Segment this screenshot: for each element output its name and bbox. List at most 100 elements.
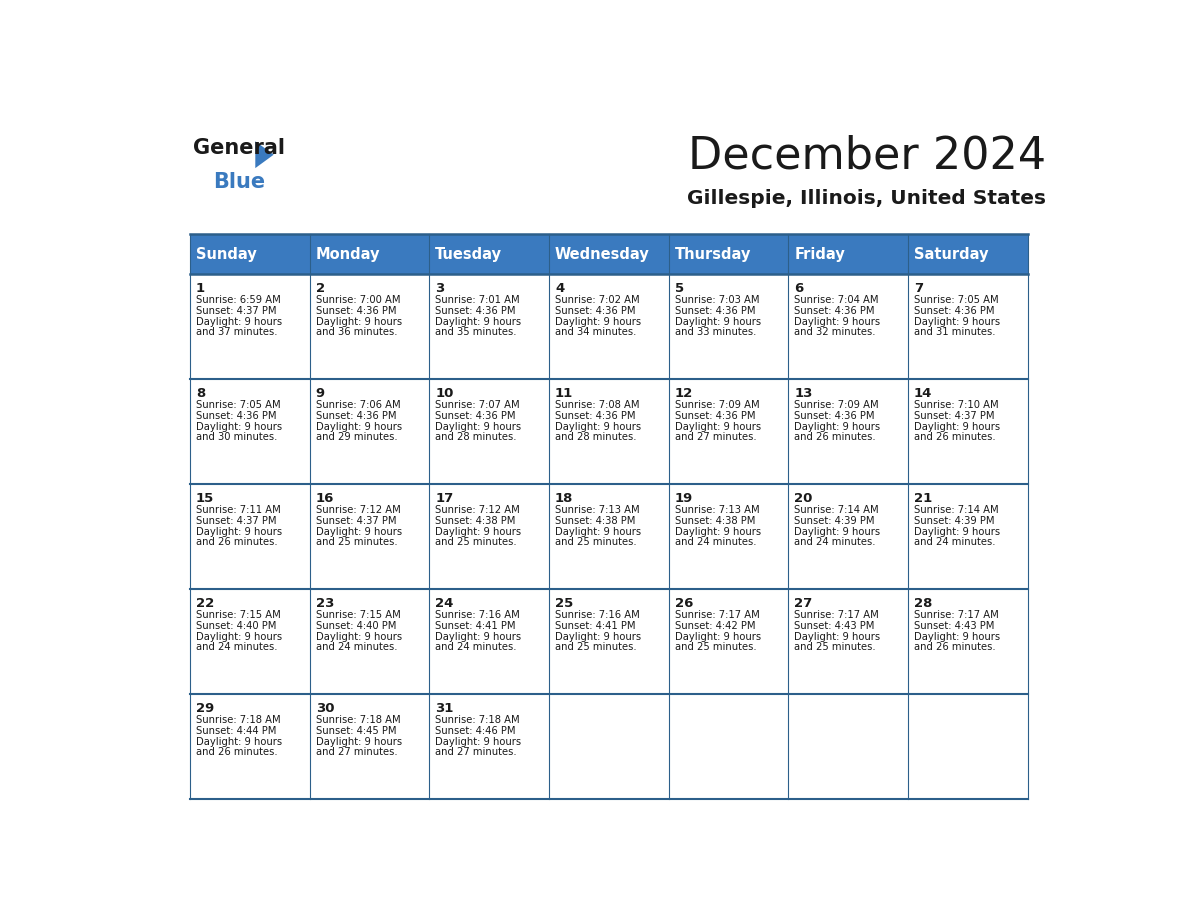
Text: and 25 minutes.: and 25 minutes. — [316, 537, 397, 547]
Bar — [549, 234, 669, 274]
Text: 15: 15 — [196, 491, 214, 505]
Text: and 28 minutes.: and 28 minutes. — [435, 432, 517, 442]
Text: Sunset: 4:42 PM: Sunset: 4:42 PM — [675, 621, 756, 631]
Bar — [429, 274, 549, 379]
Text: Daylight: 9 hours: Daylight: 9 hours — [316, 632, 402, 642]
Text: 29: 29 — [196, 701, 214, 714]
Text: Sunset: 4:37 PM: Sunset: 4:37 PM — [316, 516, 396, 526]
Text: Sunset: 4:41 PM: Sunset: 4:41 PM — [555, 621, 636, 631]
Text: Sunrise: 7:11 AM: Sunrise: 7:11 AM — [196, 505, 280, 515]
Text: 27: 27 — [795, 597, 813, 610]
Text: 19: 19 — [675, 491, 693, 505]
Text: Sunset: 4:41 PM: Sunset: 4:41 PM — [435, 621, 516, 631]
Text: Sunrise: 7:09 AM: Sunrise: 7:09 AM — [795, 399, 879, 409]
Text: Sunset: 4:39 PM: Sunset: 4:39 PM — [795, 516, 874, 526]
Text: 7: 7 — [914, 282, 923, 295]
Bar — [190, 589, 310, 694]
Text: Sunset: 4:36 PM: Sunset: 4:36 PM — [196, 411, 277, 420]
Text: Monday: Monday — [316, 247, 380, 262]
Bar — [310, 694, 429, 800]
Text: 9: 9 — [316, 386, 324, 399]
Text: 28: 28 — [914, 597, 933, 610]
Text: Sunrise: 7:18 AM: Sunrise: 7:18 AM — [435, 715, 520, 725]
Text: Sunset: 4:36 PM: Sunset: 4:36 PM — [316, 306, 396, 316]
Text: Daylight: 9 hours: Daylight: 9 hours — [914, 527, 1000, 537]
Bar — [190, 234, 310, 274]
Bar — [549, 379, 669, 484]
Text: Sunset: 4:43 PM: Sunset: 4:43 PM — [795, 621, 874, 631]
Bar — [429, 484, 549, 589]
Text: and 26 minutes.: and 26 minutes. — [196, 537, 278, 547]
Text: Daylight: 9 hours: Daylight: 9 hours — [795, 422, 880, 431]
Text: Daylight: 9 hours: Daylight: 9 hours — [435, 317, 522, 327]
Text: Sunrise: 7:15 AM: Sunrise: 7:15 AM — [196, 610, 280, 620]
Text: Sunrise: 7:15 AM: Sunrise: 7:15 AM — [316, 610, 400, 620]
Text: Sunset: 4:46 PM: Sunset: 4:46 PM — [435, 726, 516, 736]
Text: Sunset: 4:43 PM: Sunset: 4:43 PM — [914, 621, 994, 631]
Text: and 25 minutes.: and 25 minutes. — [555, 537, 637, 547]
Text: Sunrise: 7:10 AM: Sunrise: 7:10 AM — [914, 399, 999, 409]
Bar — [310, 379, 429, 484]
Text: Sunrise: 7:14 AM: Sunrise: 7:14 AM — [795, 505, 879, 515]
Text: Sunset: 4:38 PM: Sunset: 4:38 PM — [435, 516, 516, 526]
Text: 20: 20 — [795, 491, 813, 505]
Text: and 31 minutes.: and 31 minutes. — [914, 327, 996, 337]
Text: Daylight: 9 hours: Daylight: 9 hours — [555, 527, 642, 537]
Bar — [429, 234, 549, 274]
Text: Sunset: 4:36 PM: Sunset: 4:36 PM — [914, 306, 994, 316]
Text: 16: 16 — [316, 491, 334, 505]
Text: Sunrise: 7:16 AM: Sunrise: 7:16 AM — [555, 610, 640, 620]
Text: Daylight: 9 hours: Daylight: 9 hours — [795, 527, 880, 537]
Bar — [190, 274, 310, 379]
Text: Wednesday: Wednesday — [555, 247, 650, 262]
Text: and 24 minutes.: and 24 minutes. — [914, 537, 996, 547]
Bar — [669, 274, 789, 379]
Bar — [669, 484, 789, 589]
Text: 30: 30 — [316, 701, 334, 714]
Polygon shape — [255, 141, 273, 168]
Text: Tuesday: Tuesday — [435, 247, 503, 262]
Text: December 2024: December 2024 — [688, 135, 1047, 178]
Text: Sunrise: 7:12 AM: Sunrise: 7:12 AM — [316, 505, 400, 515]
Text: and 35 minutes.: and 35 minutes. — [435, 327, 517, 337]
Text: Sunset: 4:38 PM: Sunset: 4:38 PM — [555, 516, 636, 526]
Bar — [908, 694, 1028, 800]
Text: Friday: Friday — [795, 247, 845, 262]
Text: and 24 minutes.: and 24 minutes. — [795, 537, 876, 547]
Bar — [429, 379, 549, 484]
Text: Daylight: 9 hours: Daylight: 9 hours — [675, 632, 760, 642]
Text: Daylight: 9 hours: Daylight: 9 hours — [435, 737, 522, 747]
Text: 31: 31 — [435, 701, 454, 714]
Text: Daylight: 9 hours: Daylight: 9 hours — [196, 527, 282, 537]
Text: and 27 minutes.: and 27 minutes. — [316, 747, 397, 757]
Text: Daylight: 9 hours: Daylight: 9 hours — [316, 737, 402, 747]
Text: and 37 minutes.: and 37 minutes. — [196, 327, 278, 337]
Text: and 36 minutes.: and 36 minutes. — [316, 327, 397, 337]
Bar — [789, 379, 908, 484]
Bar — [310, 589, 429, 694]
Text: Sunrise: 7:14 AM: Sunrise: 7:14 AM — [914, 505, 999, 515]
Text: Sunset: 4:36 PM: Sunset: 4:36 PM — [555, 411, 636, 420]
Text: Daylight: 9 hours: Daylight: 9 hours — [435, 527, 522, 537]
Text: Sunset: 4:45 PM: Sunset: 4:45 PM — [316, 726, 396, 736]
Text: 3: 3 — [435, 282, 444, 295]
Text: Daylight: 9 hours: Daylight: 9 hours — [795, 632, 880, 642]
Text: Sunset: 4:36 PM: Sunset: 4:36 PM — [675, 306, 756, 316]
Text: Sunset: 4:36 PM: Sunset: 4:36 PM — [435, 411, 516, 420]
Bar — [669, 589, 789, 694]
Text: Sunrise: 7:03 AM: Sunrise: 7:03 AM — [675, 295, 759, 305]
Text: 8: 8 — [196, 386, 206, 399]
Text: Sunrise: 7:05 AM: Sunrise: 7:05 AM — [196, 399, 280, 409]
Text: 21: 21 — [914, 491, 933, 505]
Text: and 34 minutes.: and 34 minutes. — [555, 327, 637, 337]
Text: 4: 4 — [555, 282, 564, 295]
Text: Sunrise: 7:17 AM: Sunrise: 7:17 AM — [914, 610, 999, 620]
Text: and 24 minutes.: and 24 minutes. — [316, 643, 397, 652]
Text: Daylight: 9 hours: Daylight: 9 hours — [196, 737, 282, 747]
Text: 2: 2 — [316, 282, 324, 295]
Text: and 24 minutes.: and 24 minutes. — [196, 643, 278, 652]
Text: and 29 minutes.: and 29 minutes. — [316, 432, 397, 442]
Text: Gillespie, Illinois, United States: Gillespie, Illinois, United States — [687, 189, 1047, 208]
Bar — [549, 484, 669, 589]
Text: Sunrise: 7:18 AM: Sunrise: 7:18 AM — [196, 715, 280, 725]
